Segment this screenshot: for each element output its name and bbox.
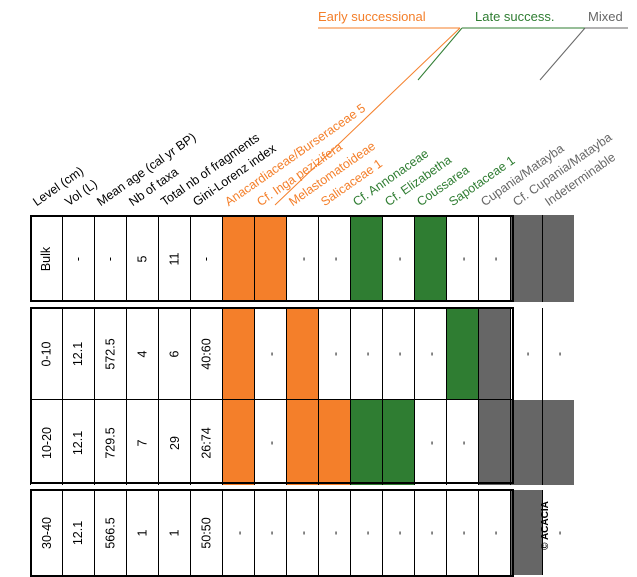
table-cell-age: 729.5: [94, 400, 126, 485]
absence-cell: -: [222, 490, 254, 575]
absence-cell: -: [254, 308, 286, 400]
presence-cell: [222, 400, 254, 485]
presence-cell: [318, 400, 350, 485]
mixed-leader-line: [539, 27, 586, 81]
table-cell-gini: 50:50: [190, 490, 222, 575]
absence-cell: -: [318, 215, 350, 302]
credit-label: © ACACIA: [539, 501, 551, 550]
presence-cell: [222, 308, 254, 400]
absence-cell: -: [446, 215, 478, 302]
early-leader-line: [274, 27, 461, 206]
row-group-box: [30, 489, 514, 577]
group-header-mixed: Mixed: [588, 9, 623, 24]
presence-cell: [350, 400, 382, 485]
absence-cell: -: [286, 215, 318, 302]
presence-cell: [478, 400, 510, 485]
absence-cell: -: [414, 490, 446, 575]
absence-cell: -: [510, 308, 542, 400]
presence-cell: [254, 215, 286, 302]
presence-cell: [542, 400, 574, 485]
table-cell-vol: 12.1: [62, 400, 94, 485]
table-cell-taxa: 7: [126, 400, 158, 485]
absence-cell: -: [542, 308, 574, 400]
table-cell-frags: 29: [158, 400, 190, 485]
absence-cell: -: [254, 490, 286, 575]
absence-cell: -: [542, 490, 574, 575]
absence-cell: -: [446, 400, 478, 485]
absence-cell: -: [254, 400, 286, 485]
absence-cell: -: [382, 215, 414, 302]
table-cell-vol: 12.1: [62, 490, 94, 575]
table-cell-taxa: 1: [126, 490, 158, 575]
absence-cell: -: [446, 490, 478, 575]
row-separator: [30, 399, 514, 400]
absence-cell: -: [382, 308, 414, 400]
absence-cell: -: [414, 400, 446, 485]
group-header-early: Early successional: [318, 9, 426, 24]
presence-cell: [510, 400, 542, 485]
presence-cell: [286, 308, 318, 400]
presence-cell: [542, 215, 574, 302]
table-cell-vol: 12.1: [62, 308, 94, 400]
absence-cell: -: [478, 215, 510, 302]
absence-cell: -: [478, 490, 510, 575]
late-leader-line: [417, 27, 463, 81]
table-cell-gini: 26:74: [190, 400, 222, 485]
table-cell-gini: 40:60: [190, 308, 222, 400]
table-cell-age: -: [94, 215, 126, 302]
absence-cell: -: [350, 490, 382, 575]
presence-cell: [382, 400, 414, 485]
presence-cell: [414, 215, 446, 302]
table-cell-taxa: 4: [126, 308, 158, 400]
row-group-box: [30, 215, 514, 302]
absent-mark: -: [551, 352, 566, 356]
presence-cell: [286, 400, 318, 485]
table-cell-gini: -: [190, 215, 222, 302]
presence-cell: [478, 308, 510, 400]
table-cell-taxa: 5: [126, 215, 158, 302]
table-cell-frags: 11: [158, 215, 190, 302]
table-cell-frags: 6: [158, 308, 190, 400]
group-header-late: Late success.: [475, 9, 555, 24]
table-cell-vol: -: [62, 215, 94, 302]
row-group-box: [30, 307, 514, 484]
presence-cell: [510, 490, 542, 575]
presence-cell: [350, 215, 382, 302]
absence-cell: -: [318, 490, 350, 575]
absent-mark: -: [551, 530, 566, 535]
absence-cell: -: [350, 308, 382, 400]
table-cell-age: 572.5: [94, 308, 126, 400]
absence-cell: -: [318, 308, 350, 400]
absence-cell: -: [286, 490, 318, 575]
presence-cell: [510, 215, 542, 302]
absence-cell: -: [414, 308, 446, 400]
table-cell-frags: 1: [158, 490, 190, 575]
absent-mark: -: [519, 352, 534, 356]
presence-cell: [222, 215, 254, 302]
absence-cell: -: [382, 490, 414, 575]
table-cell-age: 566.5: [94, 490, 126, 575]
presence-cell: [446, 308, 478, 400]
